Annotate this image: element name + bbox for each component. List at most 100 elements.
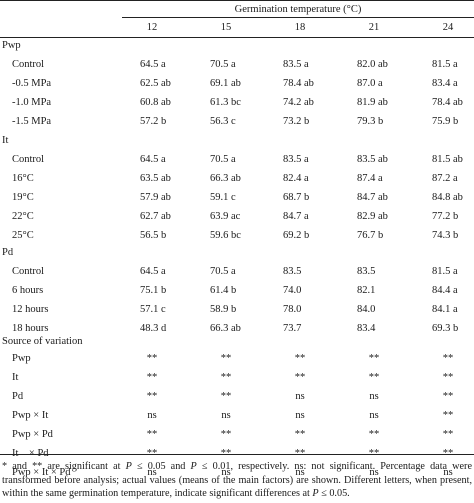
- table-cell: 83.5 a: [283, 59, 309, 71]
- table-cell: **: [147, 391, 158, 403]
- table-cell: 83.4: [357, 323, 375, 335]
- table-cell: **: [369, 372, 380, 384]
- table-cell: 84.8 ab: [432, 192, 463, 204]
- table-cell: 57.2 b: [140, 116, 166, 128]
- top-rule: [0, 0, 474, 1]
- table-cell: 61.4 b: [210, 285, 236, 297]
- table-cell: **: [443, 410, 454, 422]
- table-cell: 66.3 ab: [210, 323, 241, 335]
- table-cell: ns: [221, 410, 230, 422]
- table-cell: 81.5 a: [432, 59, 458, 71]
- table-cell: 78.4 ab: [283, 78, 314, 90]
- table-cell: 79.3 b: [357, 116, 383, 128]
- table-cell: 64.5 a: [140, 266, 166, 278]
- table-cell: 78.0: [283, 304, 301, 316]
- table-cell: 70.5 a: [210, 266, 236, 278]
- section-title-it: It: [2, 135, 8, 147]
- table-cell: 87.0 a: [357, 78, 383, 90]
- table-cell: 81.5 a: [432, 266, 458, 278]
- table-cell: 68.7 b: [283, 192, 309, 204]
- table-cell: **: [369, 429, 380, 441]
- table-cell: 74.2 ab: [283, 97, 314, 109]
- table-cell: **: [443, 391, 454, 403]
- table-cell: **: [147, 353, 158, 365]
- table-cell: 84.4 a: [432, 285, 458, 297]
- table-cell: 76.7 b: [357, 230, 383, 242]
- row-label: It: [12, 372, 18, 384]
- table-cell: 66.3 ab: [210, 173, 241, 185]
- table-cell: 83.5 a: [283, 154, 309, 166]
- table-cell: 62.7 ab: [140, 211, 171, 223]
- table-cell: **: [443, 353, 454, 365]
- table-cell: 77.2 b: [432, 211, 458, 223]
- row-label: 19°C: [12, 192, 34, 204]
- row-label: Pwp: [12, 353, 31, 365]
- section-title-pwp: Pwp: [2, 40, 21, 52]
- table-cell: 59.1 c: [210, 192, 236, 204]
- table-cell: **: [295, 429, 306, 441]
- table-cell: 56.3 c: [210, 116, 236, 128]
- table-cell: 69.3 b: [432, 323, 458, 335]
- row-label: 12 hours: [12, 304, 48, 316]
- row-label: 25°C: [12, 230, 34, 242]
- table-cell: **: [221, 429, 232, 441]
- table-cell: 84.7 a: [283, 211, 309, 223]
- row-label: 18 hours: [12, 323, 48, 335]
- table-cell: 75.9 b: [432, 116, 458, 128]
- table-cell: 83.4 a: [432, 78, 458, 90]
- row-label: Pwp × Pd: [12, 429, 53, 441]
- table-cell: **: [295, 372, 306, 384]
- table-cell: 63.9 ac: [210, 211, 240, 223]
- row-label: -1.5 MPa: [12, 116, 51, 128]
- table-cell: 63.5 ab: [140, 173, 171, 185]
- row-label: Pd: [12, 391, 23, 403]
- table-cell: 87.2 a: [432, 173, 458, 185]
- table-cell: 59.6 bc: [210, 230, 241, 242]
- table-cell: **: [221, 353, 232, 365]
- table-cell: 64.5 a: [140, 59, 166, 71]
- header-bottom-rule: [0, 37, 474, 38]
- table-cell: 84.0: [357, 304, 375, 316]
- table-cell: 70.5 a: [210, 154, 236, 166]
- row-label: -0.5 MPa: [12, 78, 51, 90]
- table-cell: 64.5 a: [140, 154, 166, 166]
- column-header-21: 21: [369, 22, 380, 34]
- column-header-24: 24: [443, 22, 454, 34]
- table-cell: 70.5 a: [210, 59, 236, 71]
- row-label: Control: [12, 154, 44, 166]
- table-cell: 62.5 ab: [140, 78, 171, 90]
- table-cell: 75.1 b: [140, 285, 166, 297]
- table-cell: **: [443, 372, 454, 384]
- column-header-18: 18: [295, 22, 306, 34]
- table-cell: 57.1 c: [140, 304, 166, 316]
- table-cell: ns: [147, 410, 156, 422]
- table-cell: 57.9 ab: [140, 192, 171, 204]
- table-cell: **: [369, 353, 380, 365]
- column-header-15: 15: [221, 22, 232, 34]
- table-cell: 83.5: [283, 266, 301, 278]
- table-cell: 69.2 b: [283, 230, 309, 242]
- table-cell: 56.5 b: [140, 230, 166, 242]
- table-cell: 69.1 ab: [210, 78, 241, 90]
- row-label: Pwp × It: [12, 410, 48, 422]
- row-label: 16°C: [12, 173, 34, 185]
- table-cell: 87.4 a: [357, 173, 383, 185]
- table-bottom-rule: [0, 454, 474, 455]
- row-label: Control: [12, 266, 44, 278]
- table-cell: **: [147, 429, 158, 441]
- table-cell: ns: [369, 391, 378, 403]
- table-cell: 83.5: [357, 266, 375, 278]
- section-title-source-of-variation: Source of variation: [2, 336, 82, 348]
- table-cell: **: [443, 429, 454, 441]
- table-cell: 84.1 a: [432, 304, 458, 316]
- row-label: Control: [12, 59, 44, 71]
- table-cell: **: [295, 353, 306, 365]
- table-cell: **: [221, 372, 232, 384]
- table-cell: 82.1: [357, 285, 375, 297]
- table-cell: 83.5 ab: [357, 154, 388, 166]
- section-title-pd: Pd: [2, 247, 13, 259]
- table-cell: **: [221, 391, 232, 403]
- table-footnote: * and ** are significant at P ≤ 0.05 and…: [2, 460, 472, 501]
- table-cell: 78.4 ab: [432, 97, 463, 109]
